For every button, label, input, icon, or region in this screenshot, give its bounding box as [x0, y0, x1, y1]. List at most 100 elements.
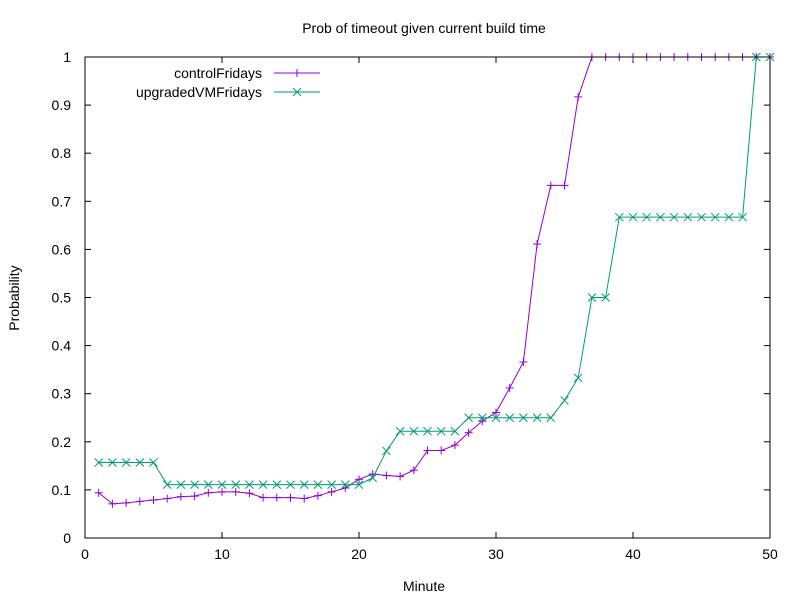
- data-point-upgradedVMFridays: [642, 212, 652, 222]
- data-point-controlFridays: [259, 493, 268, 502]
- data-point-upgradedVMFridays: [340, 480, 350, 489]
- data-point-upgradedVMFridays: [450, 426, 460, 436]
- x-tick-label: 0: [81, 546, 89, 562]
- data-point-upgradedVMFridays: [245, 480, 254, 489]
- legend-entry-controlFridays: controlFridays: [174, 65, 320, 81]
- data-point-upgradedVMFridays: [423, 426, 432, 436]
- y-tick-label: 0.7: [52, 193, 72, 209]
- data-point-upgradedVMFridays: [628, 212, 638, 222]
- data-point-controlFridays: [382, 471, 391, 480]
- data-point-controlFridays: [94, 488, 103, 497]
- x-tick-label: 50: [762, 546, 778, 562]
- data-point-upgradedVMFridays: [368, 473, 378, 483]
- data-point-controlFridays: [560, 181, 569, 190]
- data-point-upgradedVMFridays: [382, 446, 391, 456]
- data-point-upgradedVMFridays: [560, 396, 569, 405]
- data-point-controlFridays: [204, 488, 213, 497]
- data-point-upgradedVMFridays: [436, 426, 446, 436]
- y-tick-label: 0.3: [52, 386, 72, 402]
- y-tick-label: 1: [63, 49, 71, 65]
- y-tick-label: 0.4: [52, 338, 72, 354]
- legend-marker: [292, 87, 302, 97]
- data-point-controlFridays: [313, 491, 322, 500]
- data-point-upgradedVMFridays: [395, 426, 405, 436]
- data-point-upgradedVMFridays: [519, 413, 528, 423]
- data-point-upgradedVMFridays: [203, 480, 213, 489]
- data-point-controlFridays: [327, 487, 336, 496]
- y-tick-label: 0.5: [52, 290, 72, 306]
- data-point-controlFridays: [355, 475, 363, 484]
- data-point-controlFridays: [218, 487, 226, 496]
- data-point-upgradedVMFridays: [217, 480, 227, 489]
- data-point-controlFridays: [409, 466, 418, 475]
- data-point-controlFridays: [286, 493, 295, 502]
- x-axis-label: Minute: [403, 578, 445, 594]
- data-point-upgradedVMFridays: [491, 413, 501, 423]
- data-point-upgradedVMFridays: [149, 458, 158, 467]
- data-point-upgradedVMFridays: [162, 480, 172, 489]
- data-point-upgradedVMFridays: [656, 212, 665, 222]
- y-tick-label: 0.6: [52, 241, 72, 257]
- data-point-upgradedVMFridays: [190, 480, 199, 489]
- data-point-upgradedVMFridays: [176, 480, 186, 489]
- data-point-upgradedVMFridays: [724, 212, 734, 222]
- data-point-upgradedVMFridays: [738, 212, 747, 222]
- x-tick-label: 10: [214, 546, 230, 562]
- data-point-controlFridays: [231, 487, 240, 496]
- data-point-upgradedVMFridays: [505, 413, 515, 423]
- data-point-upgradedVMFridays: [683, 212, 693, 222]
- data-point-upgradedVMFridays: [231, 480, 241, 489]
- data-point-controlFridays: [450, 441, 459, 450]
- y-tick-label: 0.8: [52, 145, 72, 161]
- data-point-controlFridays: [423, 446, 432, 455]
- data-point-controlFridays: [176, 492, 185, 501]
- plot-frame: [84, 56, 771, 539]
- legend-entry-upgradedVMFridays: upgradedVMFridays: [136, 84, 320, 100]
- data-point-controlFridays: [108, 499, 117, 508]
- data-point-controlFridays: [135, 497, 144, 506]
- data-point-upgradedVMFridays: [669, 212, 679, 222]
- data-point-upgradedVMFridays: [258, 480, 268, 489]
- y-tick-label: 0: [63, 530, 71, 546]
- data-point-upgradedVMFridays: [299, 480, 309, 489]
- data-point-upgradedVMFridays: [464, 413, 473, 423]
- data-point-upgradedVMFridays: [477, 413, 487, 423]
- data-point-controlFridays: [149, 496, 158, 505]
- data-point-upgradedVMFridays: [601, 293, 610, 302]
- data-point-upgradedVMFridays: [573, 373, 583, 383]
- data-point-controlFridays: [492, 408, 500, 417]
- y-axis-label: Probability: [6, 265, 22, 330]
- data-point-upgradedVMFridays: [121, 458, 131, 467]
- data-point-upgradedVMFridays: [108, 458, 117, 467]
- data-point-controlFridays: [437, 446, 446, 455]
- data-point-controlFridays: [190, 492, 199, 501]
- data-point-controlFridays: [300, 494, 309, 503]
- y-tick-label: 0.2: [52, 434, 72, 450]
- data-point-controlFridays: [574, 92, 583, 101]
- y-axis-ticks: 0 0.1 0.2 0.3 0.4 0.5 0.6 0.7 0.8 0.9 1: [52, 49, 770, 546]
- data-point-upgradedVMFridays: [546, 413, 556, 423]
- data-point-upgradedVMFridays: [135, 458, 145, 467]
- data-point-upgradedVMFridays: [409, 426, 419, 436]
- data-point-upgradedVMFridays: [587, 293, 597, 302]
- data-point-controlFridays: [533, 240, 542, 249]
- data-point-controlFridays: [464, 428, 473, 437]
- data-point-upgradedVMFridays: [286, 480, 295, 489]
- data-point-controlFridays: [505, 383, 514, 392]
- series-line-upgradedVMFridays: [98, 56, 770, 486]
- legend-label: controlFridays: [174, 65, 262, 81]
- data-point-upgradedVMFridays: [354, 480, 364, 489]
- legend-label: upgradedVMFridays: [136, 84, 262, 100]
- data-point-controlFridays: [245, 489, 254, 498]
- legend-marker: [293, 69, 301, 77]
- data-point-upgradedVMFridays: [272, 480, 282, 489]
- y-tick-label: 0.1: [52, 482, 72, 498]
- data-point-controlFridays: [546, 181, 555, 190]
- data-point-upgradedVMFridays: [94, 458, 104, 467]
- data-point-upgradedVMFridays: [697, 212, 706, 222]
- data-point-upgradedVMFridays: [313, 480, 323, 489]
- data-point-controlFridays: [519, 357, 528, 366]
- chart-title: Prob of timeout given current build time: [302, 20, 546, 36]
